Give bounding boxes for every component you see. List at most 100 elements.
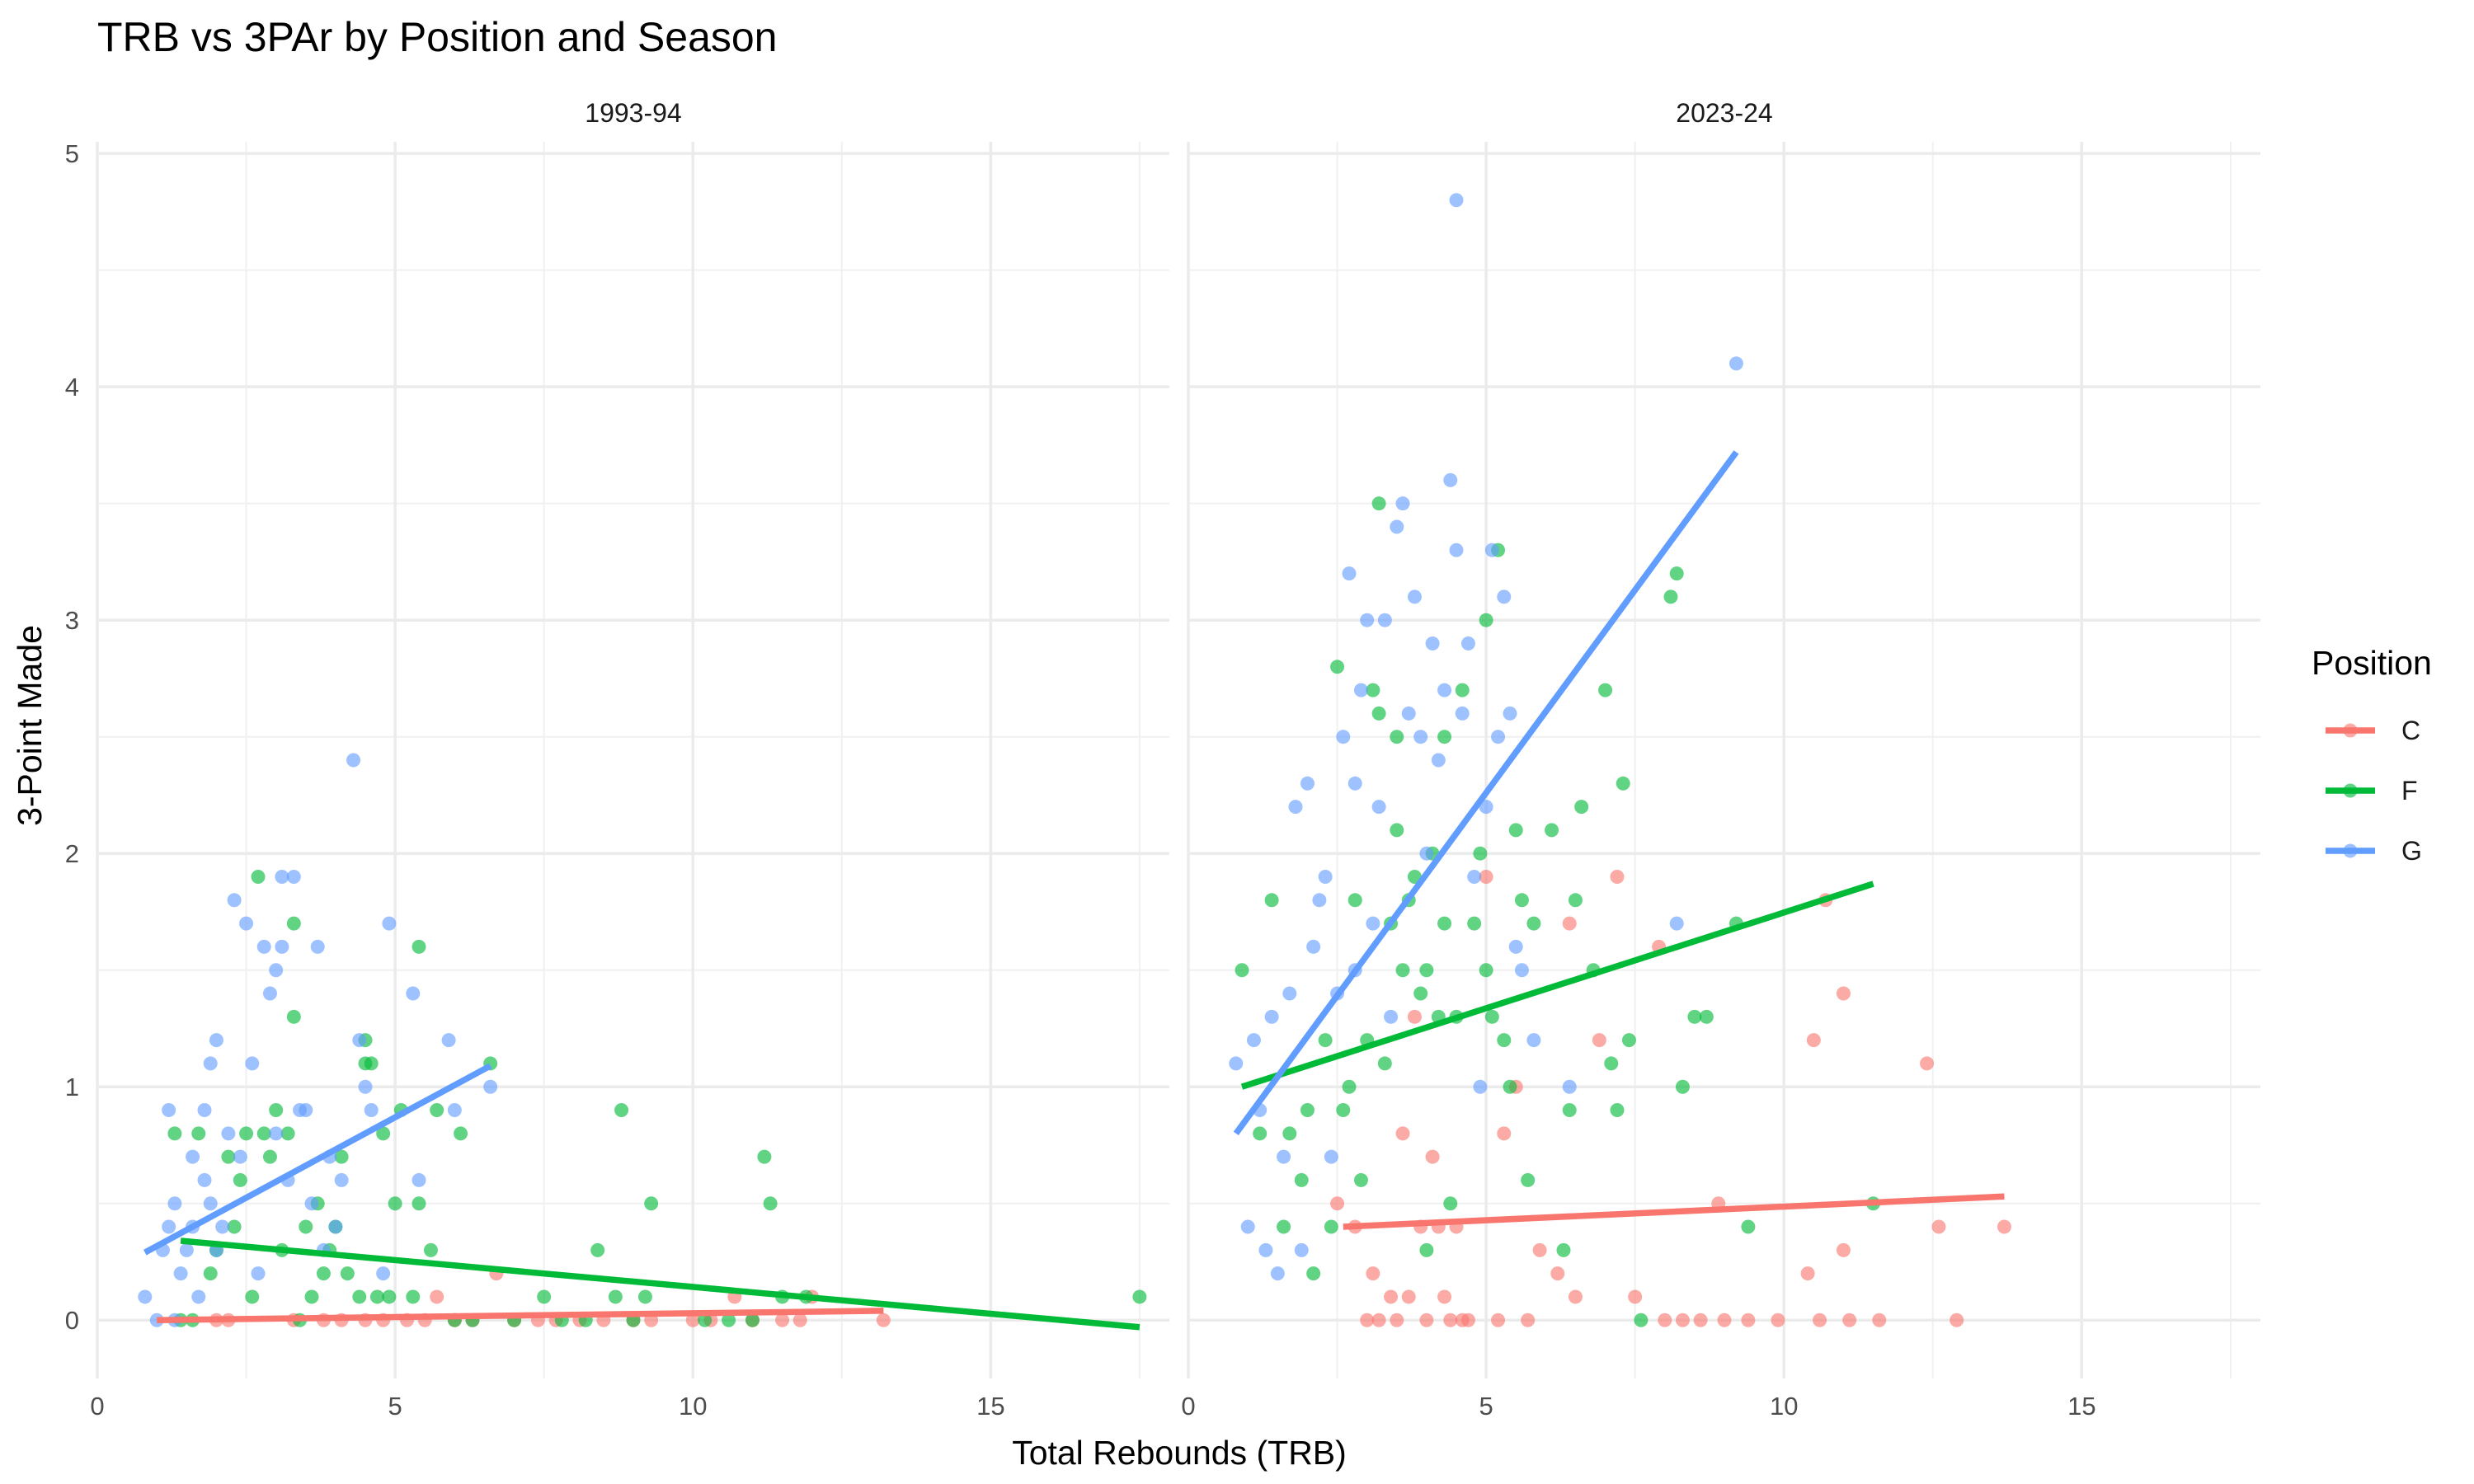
trend-line-F bbox=[1240, 881, 1874, 1090]
data-point-F bbox=[1598, 683, 1613, 697]
data-point-C bbox=[1479, 870, 1493, 885]
data-point-C bbox=[1741, 1313, 1756, 1327]
data-point-F bbox=[221, 1149, 236, 1164]
data-point-F bbox=[763, 1196, 778, 1211]
data-point-G bbox=[1240, 1219, 1255, 1234]
data-point-F bbox=[286, 916, 301, 931]
data-point-F bbox=[1699, 1009, 1714, 1024]
data-point-C bbox=[775, 1313, 790, 1327]
data-point-F bbox=[1377, 1056, 1392, 1071]
data-point-C bbox=[1419, 1313, 1434, 1327]
data-point-C bbox=[1395, 1126, 1410, 1141]
data-point-F bbox=[1348, 893, 1362, 908]
data-point-F bbox=[334, 1149, 349, 1164]
data-point-F bbox=[280, 1126, 295, 1141]
data-point-F bbox=[364, 1056, 379, 1071]
data-point-F bbox=[304, 1289, 319, 1304]
data-point-G bbox=[269, 1126, 284, 1141]
data-point-C bbox=[1366, 1266, 1380, 1281]
data-point-G bbox=[1270, 1266, 1285, 1281]
data-point-C bbox=[1592, 1033, 1606, 1048]
data-point-F bbox=[430, 1103, 444, 1118]
data-point-C bbox=[1920, 1056, 1935, 1071]
data-point-C bbox=[1521, 1313, 1536, 1327]
data-point-F bbox=[722, 1313, 736, 1327]
data-point-F bbox=[1526, 916, 1541, 931]
trend-line-C bbox=[1343, 1193, 2005, 1230]
data-point-C bbox=[685, 1313, 700, 1327]
data-point-F bbox=[1395, 963, 1410, 978]
data-point-C bbox=[1836, 986, 1851, 1001]
data-point-F bbox=[1294, 1172, 1309, 1187]
data-point-F bbox=[537, 1289, 552, 1304]
data-point-G bbox=[197, 1103, 212, 1118]
trend-line-G bbox=[143, 1063, 492, 1256]
data-point-C bbox=[1771, 1313, 1785, 1327]
data-point-F bbox=[1616, 776, 1630, 791]
data-point-F bbox=[412, 939, 426, 954]
data-point-G bbox=[1437, 683, 1452, 697]
data-point-F bbox=[251, 870, 266, 885]
data-point-G bbox=[1229, 1056, 1244, 1071]
y-axis-title: 3-Point Made bbox=[11, 625, 49, 826]
data-point-G bbox=[162, 1103, 176, 1118]
data-point-G bbox=[203, 1056, 218, 1071]
data-point-G bbox=[1312, 893, 1327, 908]
data-point-G bbox=[1360, 613, 1375, 627]
legend-title: Position bbox=[2312, 644, 2432, 682]
data-point-G bbox=[1336, 730, 1351, 744]
data-point-F bbox=[1390, 823, 1404, 838]
data-point-F bbox=[376, 1126, 391, 1141]
data-point-F bbox=[406, 1289, 421, 1304]
data-point-G bbox=[299, 1103, 313, 1118]
data-point-F bbox=[1324, 1219, 1338, 1234]
data-point-F bbox=[412, 1196, 426, 1211]
data-point-G bbox=[358, 1079, 373, 1094]
data-point-F bbox=[698, 1313, 713, 1327]
data-point-C bbox=[1800, 1266, 1815, 1281]
data-point-C bbox=[1872, 1313, 1887, 1327]
data-point-G bbox=[1407, 589, 1422, 604]
data-point-G bbox=[275, 939, 289, 954]
data-point-F bbox=[1574, 800, 1589, 815]
legend-key-point-G bbox=[2343, 843, 2358, 858]
data-point-F bbox=[233, 1172, 247, 1187]
data-point-G bbox=[1306, 939, 1321, 954]
y-tick-label: 3 bbox=[65, 606, 79, 635]
data-point-F bbox=[1621, 1033, 1636, 1048]
data-point-G bbox=[382, 916, 397, 931]
data-point-F bbox=[1610, 1103, 1625, 1118]
data-point-G bbox=[406, 986, 421, 1001]
data-point-G bbox=[1449, 542, 1464, 557]
data-point-C bbox=[1532, 1242, 1547, 1257]
data-point-F bbox=[1687, 1009, 1702, 1024]
data-point-F bbox=[1132, 1289, 1147, 1304]
data-point-F bbox=[262, 1149, 277, 1164]
data-point-F bbox=[369, 1289, 384, 1304]
data-point-F bbox=[191, 1126, 206, 1141]
data-point-F bbox=[340, 1266, 355, 1281]
data-point-F bbox=[1669, 566, 1684, 581]
x-axis-title: Total Rebounds (TRB) bbox=[1012, 1434, 1347, 1472]
data-point-C bbox=[1658, 1313, 1672, 1327]
data-point-G bbox=[227, 893, 242, 908]
data-point-G bbox=[352, 1033, 367, 1048]
x-tick-label: 0 bbox=[1181, 1392, 1195, 1421]
data-point-F bbox=[1545, 823, 1559, 838]
data-point-C bbox=[1401, 1289, 1416, 1304]
data-point-C bbox=[1842, 1313, 1857, 1327]
data-point-C bbox=[1628, 1289, 1643, 1304]
data-point-G bbox=[1484, 542, 1499, 557]
data-point-C bbox=[1330, 1196, 1345, 1211]
data-point-C bbox=[1360, 1313, 1375, 1327]
data-point-F bbox=[1235, 963, 1249, 978]
data-point-G bbox=[221, 1126, 236, 1141]
data-point-C bbox=[1562, 916, 1577, 931]
data-point-G bbox=[245, 1056, 260, 1071]
panel-2023-24: 2023-24 0 5 10 15 bbox=[1181, 98, 2260, 1421]
data-point-C bbox=[1806, 1033, 1821, 1048]
data-point-C bbox=[1717, 1313, 1732, 1327]
data-point-C bbox=[1693, 1313, 1708, 1327]
data-point-F bbox=[1282, 1126, 1297, 1141]
